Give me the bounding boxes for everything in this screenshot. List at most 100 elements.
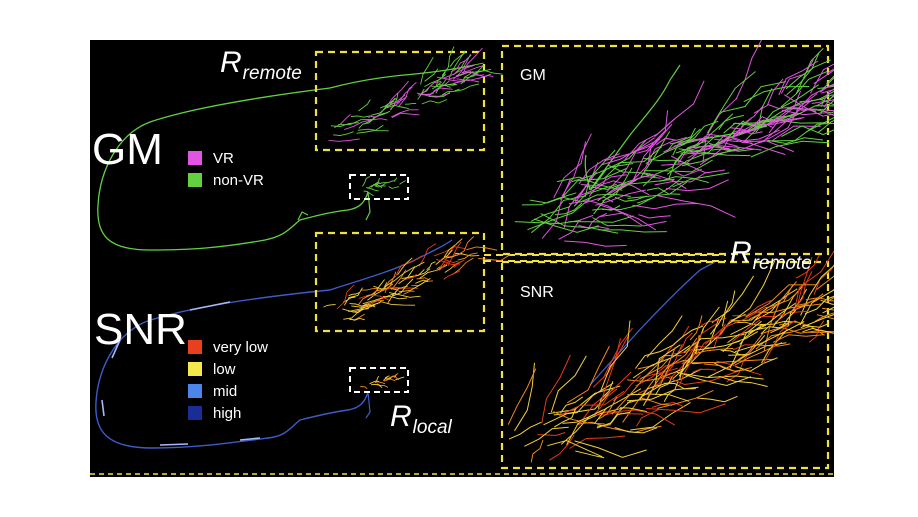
- dendrite-trace: [805, 116, 834, 133]
- r-remote-subscript: remote: [752, 253, 812, 274]
- dendrite-trace: [624, 118, 675, 161]
- dendrite-trace: [706, 71, 756, 134]
- dendrite-trace: [350, 115, 371, 118]
- dendrite-trace: [800, 108, 834, 112]
- dendrite-trace: [475, 70, 503, 75]
- legend-item: low: [188, 358, 268, 380]
- dendrite-trace: [356, 124, 384, 134]
- dendrite-trace: [507, 368, 537, 425]
- dendrite-trace: [663, 381, 679, 402]
- dendrite-trace: [723, 138, 753, 144]
- dendrite-trace: [747, 123, 774, 129]
- dendrite-trace: [619, 407, 648, 413]
- dendrite-trace: [441, 88, 460, 96]
- dendrite-trace: [601, 196, 655, 211]
- legend-label: very low: [213, 338, 269, 356]
- dendrite-trace: [443, 84, 458, 86]
- dendrite-trace: [418, 243, 437, 267]
- dendrite-trace: [567, 345, 610, 404]
- dendrite-trace: [672, 172, 730, 188]
- dendrite-trace: [614, 427, 658, 434]
- legend-item: very low: [188, 336, 268, 358]
- gm-neuron-outline: [97, 87, 369, 251]
- dendrite-trace: [654, 171, 707, 186]
- dendrite-trace: [741, 108, 818, 134]
- dendrite-trace: [651, 401, 685, 408]
- snr-main-label: SNR: [94, 305, 187, 354]
- dendrite-trace: [814, 312, 834, 323]
- dendrite-trace: [758, 310, 808, 318]
- dendrite-trace: [390, 96, 408, 105]
- dendrite-trace: [541, 178, 571, 239]
- dendrite-trace: [822, 307, 834, 311]
- dendrite-trace: [444, 258, 459, 263]
- legend-label: non-VR: [213, 171, 264, 189]
- local-box-gm: [349, 174, 409, 200]
- dendrite-trace: [616, 131, 671, 192]
- dendrite-trace: [802, 327, 834, 333]
- dendrite-trace: [397, 257, 413, 276]
- dendrite-trace: [770, 309, 797, 334]
- legend-label: high: [213, 404, 242, 422]
- dendrite-trace: [452, 62, 484, 76]
- dendrite-trace: [574, 440, 647, 458]
- dendrite-trace: [543, 388, 614, 426]
- dendrite-trace: [692, 368, 717, 373]
- dendrite-trace: [813, 264, 834, 295]
- dendrite-trace: [391, 112, 420, 118]
- legend-item: mid: [188, 380, 268, 402]
- legend-swatch: [188, 362, 202, 376]
- dendrite-trace: [646, 347, 676, 402]
- dendrite-trace: [599, 212, 667, 227]
- dendrite-trace: [795, 293, 824, 307]
- dendrite-trace: [592, 217, 642, 227]
- legend-item: VR: [188, 147, 264, 169]
- dendrite-trace: [720, 349, 750, 356]
- dendrite-trace: [533, 218, 600, 233]
- r-local-label: Rlocal: [390, 402, 452, 438]
- dendrite-trace: [547, 439, 603, 458]
- dendrite-trace: [822, 76, 834, 90]
- dendrite-trace: [659, 176, 709, 184]
- dendrite-trace: [727, 327, 767, 344]
- dendrite-trace: [537, 432, 566, 436]
- dendrite-trace: [681, 120, 719, 146]
- dendrite-trace: [423, 81, 442, 94]
- dendrite-trace: [718, 114, 745, 130]
- dendrite-trace: [728, 342, 787, 356]
- dendrite-trace: [438, 244, 457, 270]
- dendrite-trace: [666, 136, 691, 152]
- dendrite-trace: [748, 284, 794, 320]
- dendrite-trace: [514, 362, 535, 432]
- dendrite-trace: [344, 119, 372, 131]
- dendrite-trace: [681, 322, 718, 365]
- dendrite-trace: [429, 84, 451, 88]
- legend-label: mid: [213, 382, 238, 400]
- dendrite-trace: [718, 375, 768, 387]
- dendrite-trace: [758, 117, 802, 126]
- dendrite-trace: [760, 322, 790, 335]
- dendrite-trace: [734, 321, 805, 353]
- dendrite-trace: [357, 289, 379, 306]
- dendrite-trace: [398, 81, 417, 107]
- dendrite-trace: [703, 363, 753, 373]
- dendrite-trace: [403, 290, 415, 295]
- r-remote-label-top: Rremote: [220, 48, 302, 84]
- dendrite-trace: [813, 69, 834, 85]
- dendrite-trace: [426, 261, 436, 271]
- dendrite-trace: [638, 214, 671, 219]
- local-box-snr: [349, 367, 409, 393]
- dendrite-trace: [722, 290, 736, 327]
- dendrite-trace: [826, 296, 834, 303]
- dendrite-trace: [778, 60, 819, 96]
- dendrite-trace: [656, 136, 688, 146]
- dendrite-trace: [385, 286, 403, 291]
- dendrite-trace: [761, 329, 788, 364]
- dendrite-trace: [448, 51, 466, 79]
- dendrite-trace: [362, 303, 376, 308]
- dendrite-trace: [694, 142, 739, 153]
- snr-neuron-stem: [365, 391, 371, 419]
- dendrite-trace: [575, 450, 605, 459]
- dendrite-trace: [643, 172, 687, 190]
- dendrite-trace: [462, 71, 484, 78]
